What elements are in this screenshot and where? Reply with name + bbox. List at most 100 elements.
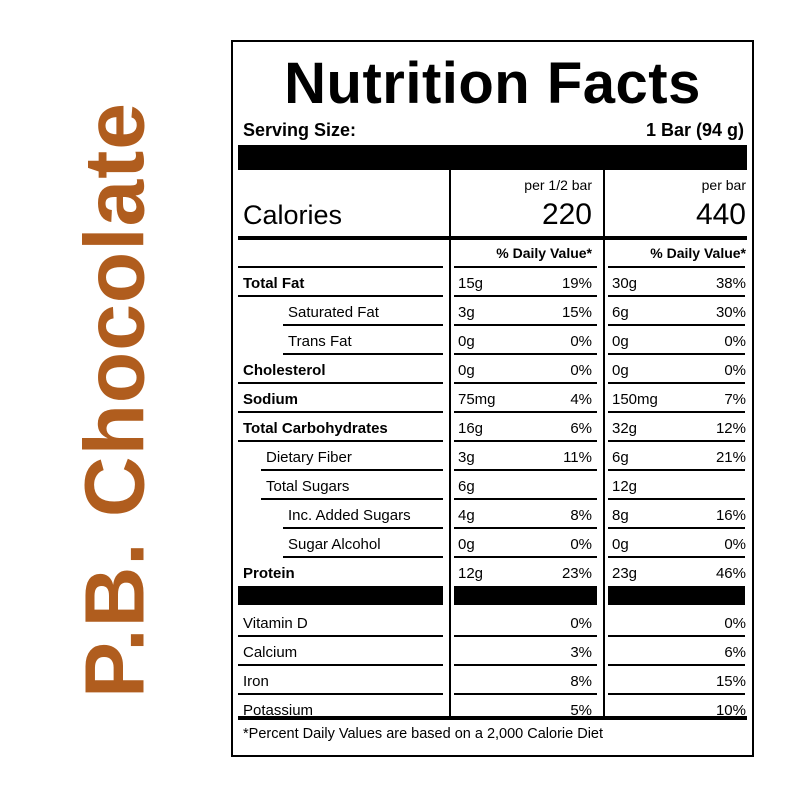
row-rule [608,295,745,297]
row-rule [238,440,443,442]
nutrient-name: Total Fat [243,275,305,292]
amount-half: 0g [458,333,475,350]
serving-size-row: Serving Size: 1 Bar (94 g) [243,120,744,141]
amount-bar: 32g [612,420,638,437]
row-rule [261,469,443,471]
row-rule [454,693,597,695]
amount-half: 75mg [458,391,496,408]
amount-half: 0g [458,362,475,379]
calories-divider [238,236,747,240]
row-rule [608,469,745,471]
percent-bar: 38% [715,275,746,292]
nutrient-name: Cholesterol [243,362,326,379]
row-rule [608,664,745,666]
row-rule [454,664,597,666]
row-rule [608,411,745,413]
row-rule [238,664,443,666]
amount-bar: 12g [612,478,638,495]
row-rule [283,324,443,326]
thick-divider-segment [608,586,745,605]
row-rule [454,556,597,558]
row-rule [454,411,597,413]
nutrient-name: Sugar Alcohol [288,536,381,553]
thick-divider [238,145,747,170]
vitamin-percent-half: 0% [570,615,592,632]
percent-bar: 16% [715,507,746,524]
row-rule [454,353,597,355]
row-rule [238,295,443,297]
amount-bar: 0g [612,362,629,379]
row-rule [454,498,597,500]
percent-half: 11% [563,449,592,466]
amount-bar: 23g [612,565,638,582]
amount-bar: 6g [612,449,629,466]
vitamin-percent-bar: 15% [715,673,746,690]
vitamin-percent-half: 5% [570,702,592,719]
footnote: *Percent Daily Values are based on a 2,0… [243,726,604,742]
nutrient-name: Dietary Fiber [266,449,352,466]
percent-half: 6% [570,420,592,437]
footnote-divider [238,716,747,720]
vitamin-name: Potassium [243,702,314,719]
nutrient-name: Total Carbohydrates [243,420,388,437]
row-rule [454,527,597,529]
percent-half: 8% [570,507,592,524]
row-rule [454,295,597,297]
amount-bar: 150mg [612,391,658,408]
percent-half: 19% [561,275,592,292]
column-divider-1 [449,170,451,718]
percent-half: 0% [570,536,592,553]
vitamin-percent-bar: 0% [724,615,746,632]
row-rule [608,693,745,695]
percent-half: 0% [570,333,592,350]
calories-value-bar: 440 [695,198,746,231]
row-rule [283,527,443,529]
row-rule [608,324,745,326]
header-rule [238,266,443,268]
vitamin-name: Vitamin D [243,615,308,632]
row-rule [608,635,745,637]
panel-title: Nutrition Facts [284,51,701,116]
vitamin-name: Iron [243,673,269,690]
row-rule [608,353,745,355]
col2-header: per bar [701,177,746,193]
nutrient-name: Inc. Added Sugars [288,507,411,524]
row-rule [608,556,745,558]
column-divider-2 [603,170,605,718]
amount-half: 12g [458,565,484,582]
percent-half: 15% [561,304,592,321]
calories-value-half: 220 [541,198,592,231]
thick-divider-segment [238,586,443,605]
nutrient-name: Protein [243,565,295,582]
row-rule [608,440,745,442]
amount-half: 6g [458,478,475,495]
percent-half: 4% [570,391,592,408]
amount-half: 3g [458,449,475,466]
col1-header: per 1/2 bar [524,177,592,193]
nutrient-name: Total Sugars [266,478,350,495]
calories-label: Calories [243,200,343,230]
product-name: P.B. Chocolate [67,102,162,698]
row-rule [261,498,443,500]
vitamin-percent-half: 8% [570,673,592,690]
row-rule [283,556,443,558]
nutrient-name: Saturated Fat [288,304,379,321]
amount-bar: 30g [612,275,638,292]
percent-bar: 46% [715,565,746,582]
amount-bar: 0g [612,333,629,350]
amount-half: 16g [458,420,484,437]
nutrient-name: Sodium [243,391,298,408]
amount-half: 0g [458,536,475,553]
serving-size-value: 1 Bar (94 g) [645,120,744,140]
amount-bar: 0g [612,536,629,553]
percent-bar: 12% [715,420,746,437]
nutrient-name: Trans Fat [288,333,352,350]
amount-half: 15g [458,275,484,292]
percent-bar: 0% [724,333,746,350]
serving-size-label: Serving Size: [243,120,357,140]
vitamin-percent-bar: 6% [724,644,746,661]
row-rule [608,498,745,500]
row-rule [238,635,443,637]
row-rule [608,382,745,384]
row-rule [454,324,597,326]
